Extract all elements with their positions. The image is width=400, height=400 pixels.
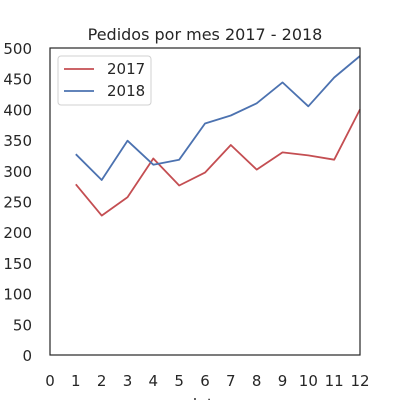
x-axis-ticks: 0 1 2 3 4 5 6 7 8 9 10 11 12 (45, 372, 369, 390)
x-tick-label: 2 (97, 372, 107, 390)
series-line-2018 (75, 55, 361, 181)
y-tick-label: 300 (3, 163, 32, 181)
x-tick-label: 1 (71, 372, 81, 390)
legend-label-2018: 2018 (107, 82, 145, 100)
y-tick-label: 500 (3, 40, 32, 58)
chart-title: Pedidos por mes 2017 - 2018 (88, 25, 323, 44)
series-lines (75, 55, 361, 217)
x-tick-label: 8 (252, 372, 262, 390)
x-tick-label: 3 (123, 372, 133, 390)
legend-label-2017: 2017 (107, 60, 145, 78)
y-tick-label: 450 (3, 71, 32, 89)
x-tick-label: 4 (149, 372, 159, 390)
x-tick-label: 12 (350, 372, 369, 390)
x-tick-label: 10 (299, 372, 318, 390)
y-tick-label: 150 (3, 255, 32, 273)
x-tick-label: 9 (278, 372, 288, 390)
y-tick-label: 350 (3, 132, 32, 150)
y-tick-label: 250 (3, 194, 32, 212)
y-tick-label: 100 (3, 286, 32, 304)
y-tick-label: 400 (3, 101, 32, 119)
x-tick-label: 5 (174, 372, 184, 390)
legend: 2017 2018 (57, 55, 152, 106)
y-axis-ticks: 0 50 100 150 200 250 300 350 400 450 500 (3, 40, 32, 365)
x-tick-label: 6 (200, 372, 210, 390)
y-tick-label: 50 (13, 316, 32, 334)
y-tick-label: 0 (22, 347, 32, 365)
y-tick-label: 200 (3, 224, 32, 242)
series-line-2017 (75, 108, 361, 217)
x-axis-label: date (187, 395, 223, 400)
x-tick-label: 11 (325, 372, 344, 390)
x-tick-label: 7 (226, 372, 236, 390)
x-tick-label: 0 (45, 372, 55, 390)
plot-frame (49, 47, 361, 356)
